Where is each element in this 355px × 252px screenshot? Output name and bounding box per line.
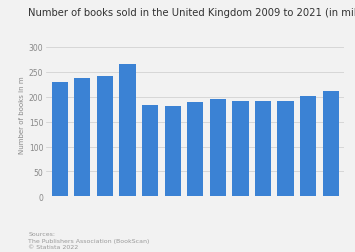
Bar — [164, 107, 181, 197]
Bar — [119, 65, 136, 197]
Bar — [210, 99, 226, 197]
Bar — [74, 79, 91, 197]
Bar — [97, 76, 113, 197]
Text: Sources:
The Publishers Association (BookScan)
© Statista 2022: Sources: The Publishers Association (Boo… — [28, 231, 150, 249]
Bar — [142, 105, 158, 197]
Bar — [323, 91, 339, 197]
Bar — [232, 102, 248, 197]
Bar — [51, 83, 68, 197]
Y-axis label: Number of books in m: Number of books in m — [18, 76, 24, 153]
Text: Number of books sold in the United Kingdom 2009 to 2021 (in millions): Number of books sold in the United Kingd… — [28, 8, 355, 18]
Bar — [187, 102, 203, 197]
Bar — [278, 102, 294, 197]
Bar — [255, 101, 271, 197]
Bar — [300, 96, 316, 197]
